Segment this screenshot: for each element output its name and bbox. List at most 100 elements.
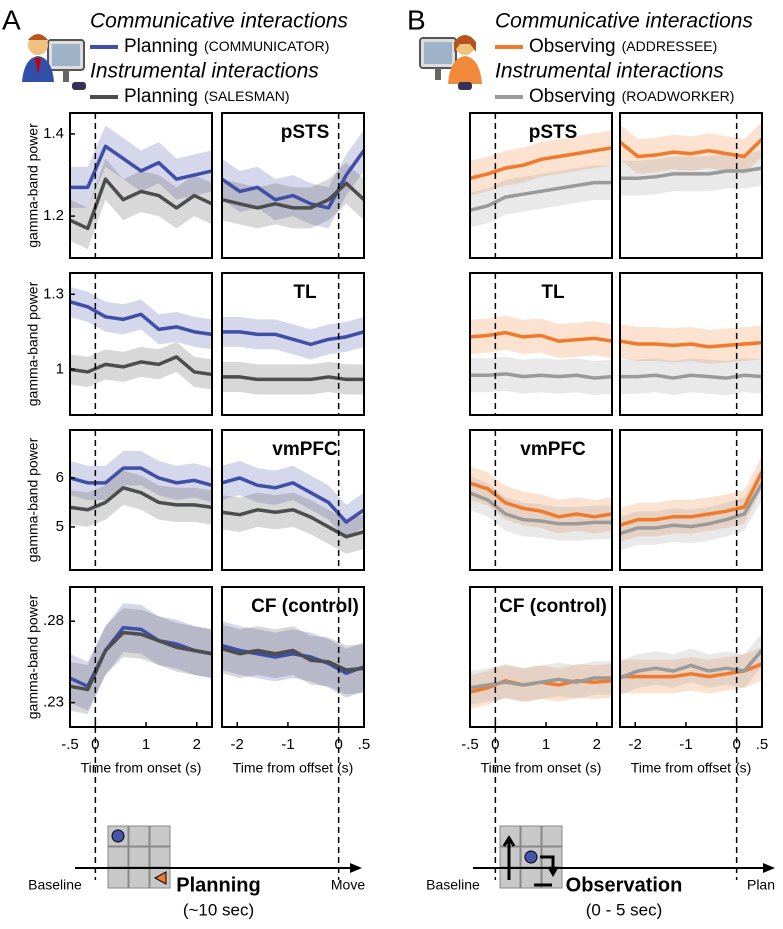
series-line (221, 181, 366, 210)
plot-frame (619, 112, 763, 259)
series-line (618, 137, 764, 159)
legend-entry: Observing (ADDRESSEE) (529, 36, 717, 57)
series-line (469, 491, 612, 526)
error-band (70, 286, 212, 350)
plot-frame (69, 112, 213, 259)
x-tick-label: 0 (732, 736, 740, 753)
error-band (222, 129, 364, 229)
x-tick-label: -.5 (461, 736, 479, 753)
schematic-observation (499, 825, 563, 889)
y-tick-label: 6 (56, 469, 64, 486)
x-tick-label: .5 (358, 736, 371, 753)
legend-role: (ROADWORKER) (622, 88, 735, 104)
legend-heading: Instrumental interactions (495, 60, 724, 83)
region-label: pSTS (529, 122, 578, 143)
y-tick-label: 1.4 (43, 125, 64, 142)
error-band (222, 621, 364, 698)
y-axis-label: gamma-band power (25, 123, 41, 248)
legend-entry: Observing (ROADWORKER) (529, 86, 734, 107)
region-label: vmPFC (520, 439, 586, 460)
timeline-arrow (763, 863, 775, 873)
timeline-duration: (0 - 5 sec) (586, 900, 663, 919)
y-tick-label: 5 (56, 518, 64, 535)
series-line (221, 149, 366, 210)
x-tick-label: 0 (491, 736, 499, 753)
panel-letter: B (407, 4, 426, 35)
region-label: vmPFC (272, 439, 338, 460)
error-band (470, 165, 612, 228)
x-axis-label: Time from onset (s) (81, 760, 202, 776)
error-band (70, 608, 212, 714)
error-band (620, 121, 762, 174)
y-tick-label: .28 (43, 612, 64, 629)
plot-frame (469, 586, 613, 728)
timeline-arrow (350, 863, 362, 873)
region-label: TL (541, 282, 565, 303)
legend-heading: Instrumental interactions (90, 60, 319, 83)
error-band (70, 341, 212, 390)
plot-frame (69, 272, 213, 416)
error-band (70, 603, 212, 711)
series-line (221, 647, 365, 672)
legend-name: Planning (124, 86, 198, 107)
x-axis-label: Time from onset (s) (481, 760, 602, 776)
series-line (469, 481, 613, 519)
region-label: CF (control) (499, 596, 607, 617)
region-label: pSTS (281, 122, 330, 143)
y-tick-label: .23 (43, 694, 64, 711)
plot-frame (619, 429, 763, 571)
x-tick-label: 2 (593, 736, 601, 753)
legend-role: (SALESMAN) (204, 88, 290, 104)
x-tick-label: .5 (756, 736, 769, 753)
y-axis-label: gamma-band power (25, 281, 41, 406)
error-band (470, 466, 612, 534)
plot-frame (619, 272, 763, 416)
series-line (222, 330, 365, 347)
error-band (470, 664, 612, 709)
series-line (221, 508, 365, 539)
timeline-start: Baseline (426, 877, 480, 893)
y-tick-label: 1 (56, 360, 64, 377)
x-axis-label: Time from offset (s) (233, 760, 354, 776)
error-band (222, 460, 364, 540)
x-tick-label: -2 (231, 736, 244, 753)
error-band (70, 451, 212, 503)
y-tick-label: 1.2 (43, 207, 64, 224)
timeline-end: Move (331, 877, 365, 893)
legend-role: (COMMUNICATOR) (204, 38, 329, 54)
series-line (620, 662, 763, 679)
error-band (470, 130, 612, 196)
plot-frame (221, 586, 365, 728)
x-tick-label: -1 (281, 736, 294, 753)
series-line (619, 471, 764, 527)
legend-heading: Communicative interactions (90, 10, 348, 33)
x-axis-label: Time from offset (s) (631, 760, 752, 776)
series-line (69, 300, 213, 337)
series-line (470, 372, 613, 380)
plot-frame (221, 429, 365, 571)
x-tick-label: 1 (142, 736, 150, 753)
y-axis-label: gamma-band power (25, 594, 41, 719)
series-line (469, 180, 612, 212)
plot-frame (69, 429, 213, 571)
plot-frame (221, 272, 365, 416)
series-line (69, 486, 213, 512)
legend-entry: Planning (SALESMAN) (124, 86, 290, 107)
series-line (619, 482, 764, 536)
error-band (70, 470, 212, 527)
legend-entry: Planning (COMMUNICATOR) (124, 36, 329, 57)
timeline-phase: Observation (566, 874, 683, 896)
error-band (620, 647, 762, 694)
series-line (222, 375, 364, 382)
x-tick-label: -1 (679, 736, 692, 753)
series-line (70, 144, 213, 190)
timeline-start: Baseline (28, 877, 82, 893)
error-band (222, 624, 364, 695)
series-line (69, 466, 213, 488)
x-tick-label: 0 (334, 736, 342, 753)
x-tick-label: 2 (193, 736, 201, 753)
plot-frame (221, 112, 365, 259)
series-line (69, 355, 213, 377)
